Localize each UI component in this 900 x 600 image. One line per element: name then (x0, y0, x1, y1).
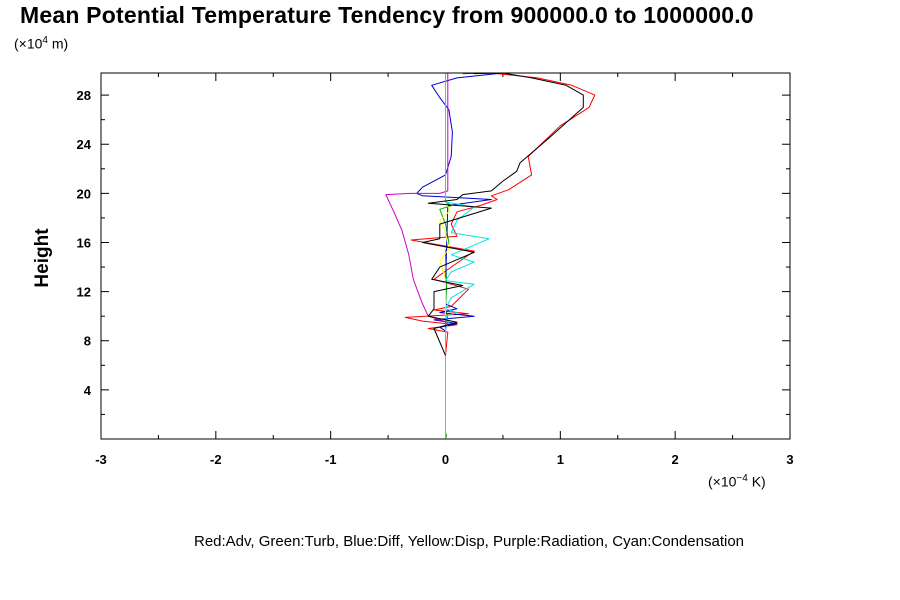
y-tick-label: 8 (84, 334, 91, 349)
y-tick-label: 24 (77, 137, 92, 152)
series-lines (385, 72, 596, 440)
y-unit-exponent: 4 (42, 35, 48, 46)
x-tick-label: -1 (325, 452, 337, 467)
x-unit-exponent: −4 (736, 473, 748, 484)
series-line-radiation (385, 73, 449, 330)
y-tick-label: 20 (77, 186, 91, 201)
series-line-adv (404, 72, 596, 356)
x-unit-suffix: K) (747, 473, 766, 490)
y-unit-prefix: (×10 (14, 35, 43, 52)
x-tick-label: 3 (786, 452, 793, 467)
y-unit-suffix: m) (47, 35, 69, 52)
series-line-diff (416, 72, 538, 332)
y-tick-label: 28 (77, 88, 91, 103)
x-axis-unit: (×10−4 K) (708, 473, 766, 490)
y-tick-label: 12 (77, 285, 91, 300)
series-legend: Red:Adv, Green:Turb, Blue:Diff, Yellow:D… (193, 533, 745, 550)
x-tick-label: 1 (557, 452, 564, 467)
plot-frame (100, 72, 791, 440)
y-axis-unit: (×104 m) (14, 35, 68, 52)
y-tick-label: 4 (84, 383, 92, 398)
chart-title: Mean Potential Temperature Tendency from… (20, 2, 754, 28)
x-tick-label: -3 (95, 452, 107, 467)
series-line-disp (439, 201, 451, 319)
x-tick-label: 0 (442, 452, 449, 467)
x-tick-label: 2 (672, 452, 679, 467)
y-axis-label: Height (32, 228, 53, 288)
x-unit-prefix: (×10 (708, 473, 737, 490)
x-tick-label: -2 (210, 452, 222, 467)
y-tick-label: 16 (77, 235, 91, 250)
series-line-total (422, 72, 584, 356)
